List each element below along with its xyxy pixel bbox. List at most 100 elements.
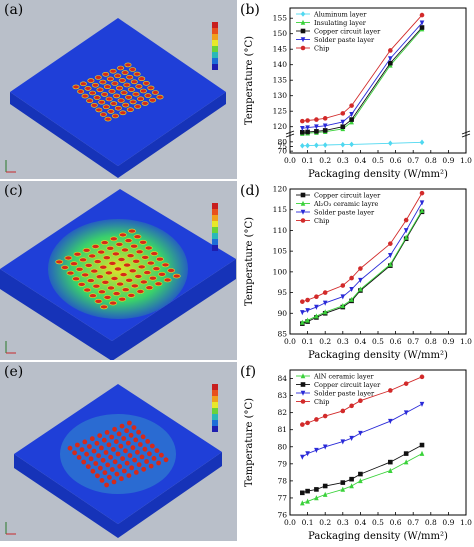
x-tick-label: 0.5 [372, 518, 384, 527]
x-tick-label: 1.0 [460, 156, 472, 165]
heat-source [135, 249, 144, 255]
data-point [314, 417, 319, 422]
heat-source [147, 451, 152, 457]
heat-source [138, 76, 146, 81]
heat-source [128, 432, 134, 438]
y-tick-label: 135 [273, 76, 288, 85]
heat-source [126, 107, 134, 112]
x-tick-label: 0.6 [390, 156, 402, 165]
heat-source [94, 440, 100, 446]
heat-source [87, 78, 95, 83]
data-point [388, 388, 393, 393]
heat-source [130, 79, 138, 85]
y-tick-label: 150 [273, 29, 288, 38]
heat-source [87, 444, 92, 449]
data-point [340, 439, 346, 445]
data-point [419, 20, 425, 26]
colorbar-swatch [212, 209, 218, 215]
heat-source [84, 86, 92, 91]
heat-source [114, 266, 122, 272]
series-line [302, 192, 423, 303]
heat-source [119, 272, 128, 277]
heat-source [72, 276, 80, 282]
heat-source [115, 85, 123, 91]
heat-source [79, 447, 85, 452]
heat-source [125, 95, 133, 100]
heat-source [86, 98, 94, 103]
heat-source [121, 70, 129, 75]
heat-source [106, 442, 112, 448]
x-tick-label: 0.0 [284, 518, 296, 527]
data-point [419, 442, 425, 448]
x-tick-label: 0.5 [372, 156, 384, 165]
data-point [322, 413, 328, 419]
heat-source [95, 473, 100, 479]
heat-source [61, 265, 69, 270]
data-point [322, 116, 328, 121]
x-tick-label: 0.3 [337, 518, 349, 527]
heat-source [125, 278, 134, 283]
heat-source [91, 82, 99, 88]
colorbar-swatch [212, 221, 218, 227]
heat-source [130, 445, 136, 451]
x-tick-label: 0.0 [284, 156, 296, 165]
heat-source [110, 101, 118, 106]
data-point [300, 19, 306, 25]
heat-source [112, 251, 120, 257]
data-point [419, 12, 425, 18]
heat-source [148, 275, 157, 281]
heat-source [130, 283, 139, 289]
data-point [300, 319, 305, 325]
data-point [349, 483, 354, 489]
heat-source [101, 280, 110, 285]
heat-source [117, 98, 125, 103]
x-tick-label: 1.0 [460, 337, 472, 346]
colorbar-swatch [212, 34, 218, 40]
substrate-top [10, 18, 226, 166]
y-tick-label: 90 [277, 309, 287, 318]
heat-source [141, 101, 149, 106]
colorbar-swatch [212, 28, 218, 34]
data-point [314, 447, 319, 453]
data-point [349, 296, 354, 302]
colorbar-swatch [212, 426, 218, 432]
data-point [388, 467, 393, 473]
x-tick-label: 0.9 [442, 337, 454, 346]
heat-source [122, 102, 130, 108]
heat-source [118, 443, 124, 449]
heat-source [107, 109, 115, 114]
x-tick-label: 0.7 [407, 518, 419, 527]
y-tick-label: 120 [273, 185, 288, 194]
heat-source [107, 285, 115, 291]
heat-source [132, 91, 140, 97]
data-point [300, 209, 306, 215]
heat-source [120, 456, 125, 461]
heat-source [102, 255, 111, 260]
heat-source [126, 420, 132, 426]
y-tick-label: 130 [273, 91, 288, 100]
y-tick-label: 79 [277, 459, 287, 468]
heat-source [119, 232, 127, 238]
heat-source [108, 454, 113, 460]
heat-source [108, 89, 116, 94]
heat-source [121, 247, 129, 253]
heat-source [81, 272, 90, 278]
heat-source [121, 287, 130, 292]
heat-source [144, 93, 152, 98]
heat-source [128, 268, 137, 274]
heat-source [146, 260, 155, 266]
heat-source [129, 67, 137, 72]
data-point [340, 124, 346, 129]
data-point [340, 283, 346, 288]
heat-source [112, 459, 118, 465]
legend-label: Chip [314, 398, 329, 406]
heat-source [55, 259, 64, 265]
data-point [340, 480, 346, 485]
x-tick-label: 0.6 [390, 518, 402, 527]
heat-source [97, 465, 103, 471]
data-point [419, 450, 425, 456]
data-point [300, 11, 306, 17]
heat-source [139, 279, 148, 285]
data-point [300, 129, 305, 135]
heat-source [105, 462, 111, 468]
